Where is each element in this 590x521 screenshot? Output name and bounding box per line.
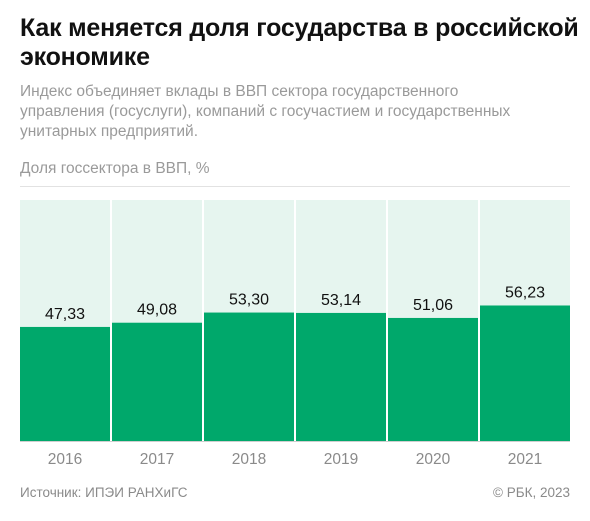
data-label-2018: 53,30	[229, 292, 269, 309]
bar-2021	[480, 305, 570, 441]
x-tick-label-2018: 2018	[232, 451, 266, 468]
x-tick-label-2017: 2017	[140, 451, 174, 468]
bar-2019	[296, 312, 386, 441]
x-tick-label-2020: 2020	[416, 451, 451, 468]
x-tick-label-2019: 2019	[324, 451, 358, 468]
header-divider	[20, 186, 570, 187]
chart-title: Как меняется доля государства в российск…	[20, 14, 579, 71]
data-label-2019: 53,14	[321, 292, 361, 309]
data-label-2016: 47,33	[45, 306, 85, 323]
x-tick-label-2021: 2021	[508, 451, 542, 468]
y-axis-label: Доля госсектора в ВВП, %	[20, 160, 210, 177]
bar-2016	[20, 326, 110, 441]
bar-2020	[388, 317, 478, 441]
data-label-2021: 56,23	[505, 284, 545, 301]
chart-subtitle: Индекс объединяет вклады в ВВП сектора г…	[20, 83, 511, 140]
copyright-note: © РБК, 2023	[493, 485, 570, 500]
bar-2017	[112, 322, 202, 441]
source-note: Источник: ИПЭИ РАНХиГС	[20, 485, 188, 500]
data-label-2017: 49,08	[137, 302, 177, 319]
data-label-2020: 51,06	[413, 297, 453, 314]
bar-2018	[204, 312, 294, 441]
x-tick-label-2016: 2016	[48, 451, 82, 468]
